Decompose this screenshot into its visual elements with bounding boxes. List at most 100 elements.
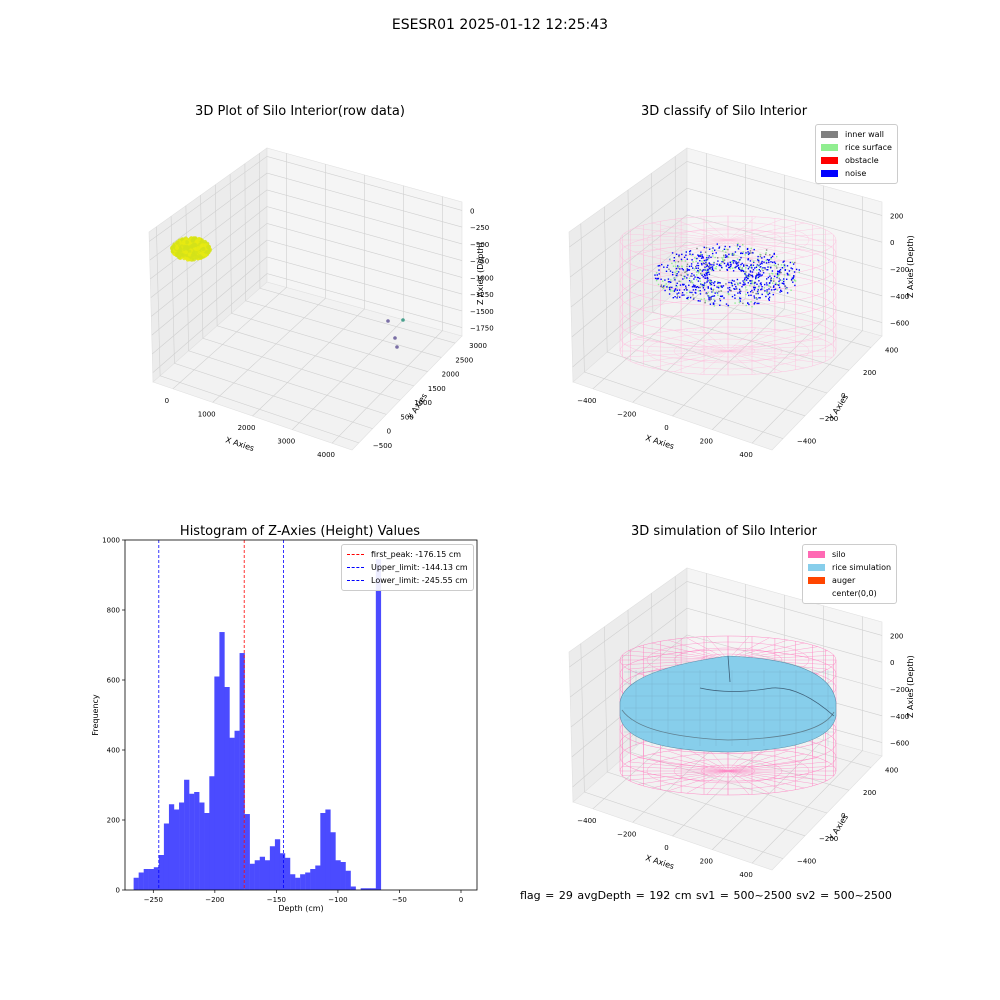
data-point (759, 255, 762, 258)
data-point (746, 275, 749, 277)
data-point (656, 274, 658, 276)
data-point (753, 284, 756, 286)
data-point (676, 297, 678, 299)
data-point (703, 269, 705, 271)
data-point (710, 288, 713, 291)
plot3-xlabel: Depth (cm) (278, 904, 323, 913)
data-point (185, 257, 190, 262)
data-point (696, 276, 699, 279)
data-point (745, 304, 747, 307)
data-point (664, 279, 666, 281)
data-point (734, 251, 737, 253)
data-point (706, 265, 708, 268)
data-point (784, 269, 786, 271)
data-point (734, 294, 736, 296)
data-point (709, 299, 711, 301)
data-point (750, 294, 752, 296)
data-point (657, 265, 659, 267)
data-point (760, 262, 763, 264)
data-point (722, 250, 724, 252)
data-point (718, 246, 721, 248)
histogram-bar (143, 869, 149, 890)
data-point (737, 262, 739, 264)
data-point (749, 266, 751, 269)
data-point (683, 256, 686, 258)
grid-line (331, 196, 443, 444)
data-point (674, 271, 676, 274)
data-point (772, 293, 774, 296)
data-point (766, 258, 769, 261)
data-point (673, 277, 676, 280)
histogram-bar (184, 779, 190, 890)
data-point (743, 278, 746, 281)
grid-line (627, 609, 828, 814)
status-footer: flag = 29 avgDepth = 192 cm sv1 = 500~25… (520, 889, 892, 902)
data-point (745, 264, 747, 266)
data-point (739, 245, 741, 248)
data-point (773, 253, 775, 255)
x-tick-label: −200 (205, 896, 224, 904)
data-point (191, 257, 197, 262)
legend-item-obstacle: obstacle (821, 154, 892, 167)
histogram-bar (204, 813, 210, 890)
data-point (654, 274, 656, 276)
data-point (776, 276, 778, 279)
x-tick-label: 200 (700, 438, 713, 446)
data-point (667, 264, 669, 267)
data-point (753, 287, 755, 289)
data-point (727, 291, 729, 293)
data-point (714, 300, 716, 302)
data-point (184, 240, 189, 245)
data-point (778, 277, 780, 280)
data-point (761, 274, 763, 276)
data-point (697, 277, 700, 279)
data-point (694, 285, 696, 287)
data-point (663, 285, 665, 287)
data-point (745, 293, 747, 296)
histogram-bar (325, 809, 331, 890)
data-point (759, 297, 761, 299)
x-tick-label: 400 (739, 871, 752, 879)
data-point (781, 282, 783, 284)
data-point (718, 290, 720, 293)
data-point (747, 253, 750, 256)
data-point (736, 288, 738, 290)
data-point (766, 278, 768, 280)
data-point (798, 271, 800, 274)
data-point (714, 292, 716, 294)
grid-line (571, 241, 883, 338)
data-point (776, 267, 778, 269)
data-point (765, 252, 767, 254)
data-point (789, 261, 792, 264)
data-point (700, 255, 702, 257)
legend-swatch (808, 577, 825, 584)
data-point (707, 268, 709, 270)
data-point (742, 280, 744, 282)
data-point (170, 245, 175, 250)
legend-swatch (808, 551, 825, 558)
data-point (774, 283, 777, 286)
histogram-bar (360, 888, 366, 890)
data-point (719, 304, 721, 306)
data-point (743, 270, 745, 273)
data-point (729, 261, 731, 263)
data-point (732, 260, 735, 262)
data-point (787, 274, 789, 276)
z-tick-label: 200 (890, 632, 903, 640)
histogram-bar (274, 839, 281, 890)
data-point (741, 262, 743, 265)
data-point (743, 282, 745, 284)
data-point (739, 266, 741, 268)
histogram-bars (133, 559, 382, 890)
data-point (772, 278, 775, 280)
silo-floor-ring (700, 233, 756, 247)
legend-swatch (808, 564, 825, 571)
data-point (765, 282, 768, 284)
data-point (689, 296, 692, 299)
data-point (754, 301, 756, 304)
data-point (773, 285, 775, 287)
x-tick-label: −400 (577, 397, 596, 405)
histogram-bar (179, 802, 185, 890)
data-point (777, 275, 779, 278)
data-point (678, 292, 680, 294)
